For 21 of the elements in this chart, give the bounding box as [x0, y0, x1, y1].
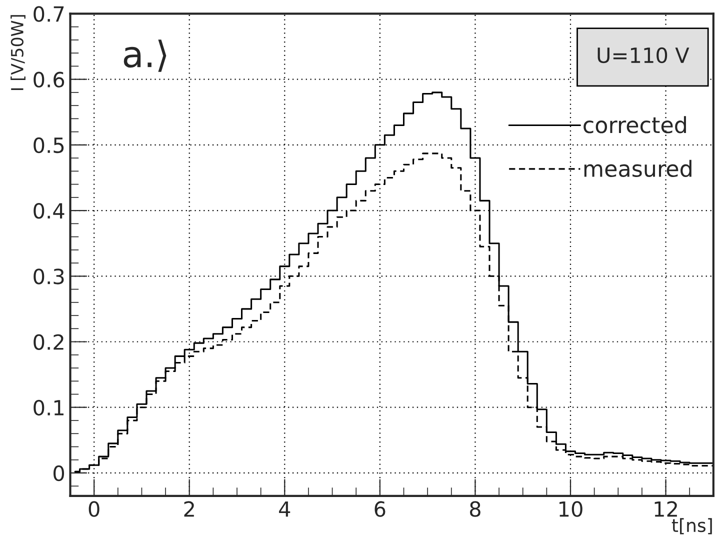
y-tick-label: 0.1 [34, 400, 64, 416]
x-tick-label: 2 [184, 501, 194, 517]
annotation: U=110 V [598, 47, 690, 64]
y-tick-label: 0.2 [34, 334, 64, 350]
x-tick-label: 4 [279, 501, 290, 517]
y-tick-label: 0.4 [34, 202, 64, 219]
x-tick-label: 0 [88, 501, 100, 517]
x-axis-title: t[ns] [672, 518, 712, 534]
y-tick-label: 0.5 [34, 137, 64, 154]
y-tick-label: 0 [54, 465, 64, 482]
y-tick-label: 0.3 [34, 268, 64, 284]
legend-label: corrected [584, 116, 686, 134]
x-tick-label: 12 [654, 501, 677, 517]
legend-label: measured [584, 160, 692, 178]
y-tick-label: 0.6 [34, 72, 64, 88]
x-tick-label: 8 [470, 501, 480, 517]
y-tick-label: 0.7 [34, 6, 64, 22]
x-tick-label: 10 [560, 501, 582, 517]
y-axis-title: I [V/50W] [10, 15, 26, 90]
annotation: a.⟩ [124, 40, 166, 72]
x-tick-label: 6 [374, 501, 386, 517]
